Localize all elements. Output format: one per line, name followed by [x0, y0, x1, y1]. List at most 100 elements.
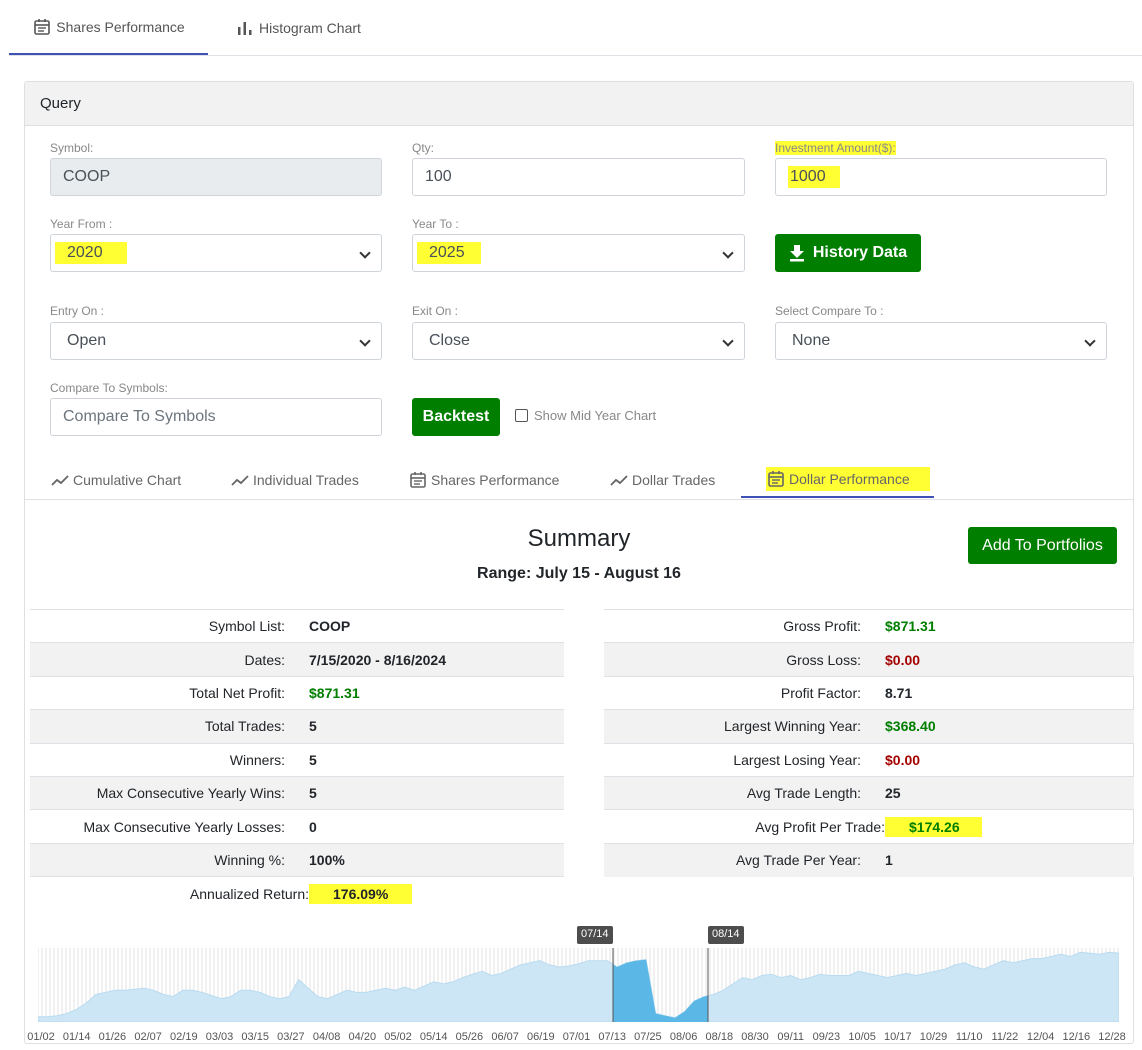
x-tick-label: 06/19 [527, 1031, 555, 1043]
stat-value: $0.00 [885, 651, 921, 668]
stat-value: 176.09% [309, 883, 413, 904]
stats-left: Symbol List: COOP Dates: 7/15/2020 - 8/16/2… [30, 609, 564, 911]
x-tick-label: 04/08 [312, 1031, 341, 1043]
exit-on-select[interactable]: Close [412, 322, 745, 360]
x-tick-label: 10/05 [848, 1031, 876, 1043]
tab-shares-performance[interactable]: Shares Performance [9, 0, 208, 55]
bar-chart-icon [238, 22, 252, 35]
investment-value: 1000 [788, 166, 840, 188]
year-to-value: 2025 [417, 242, 481, 264]
stat-value: 25 [885, 785, 901, 802]
tab-label: Dollar Trades [632, 472, 716, 488]
x-tick-label: 07/01 [562, 1031, 591, 1043]
tab-dollar-performance[interactable]: Dollar Performance [741, 462, 934, 498]
stat-row: Profit Factor: 8.71 [604, 677, 1134, 711]
symbol-input[interactable]: COOP [50, 158, 382, 196]
x-tick-label: 07/25 [634, 1031, 662, 1043]
summary-title: Summary [527, 525, 631, 552]
stat-label: Max Consecutive Yearly Losses: [83, 818, 285, 835]
x-tick-label: 05/02 [384, 1031, 412, 1043]
x-tick-label: 01/02 [27, 1031, 55, 1043]
calendar-icon [34, 18, 51, 35]
mid-year-chart-label: Show Mid Year Chart [534, 408, 657, 423]
exit-on-value: Close [429, 332, 470, 349]
x-tick-label: 01/26 [98, 1031, 127, 1043]
stat-value: COOP [309, 618, 351, 635]
qty-label: Qty: [412, 141, 435, 155]
tab-individual-trades[interactable]: Individual Trades [230, 462, 359, 498]
qty-value: 100 [425, 168, 452, 185]
x-tick-label: 05/26 [455, 1031, 484, 1043]
investment-input[interactable]: 1000 [775, 158, 1107, 196]
tab-dollar-trades[interactable]: Dollar Trades [609, 462, 715, 498]
stat-value: 5 [309, 718, 317, 735]
tab-label: Dollar Performance [789, 471, 910, 487]
investment-label-text: Investment Amount($): [775, 141, 896, 155]
stat-label: Largest Winning Year: [724, 718, 861, 735]
line-chart-icon [231, 475, 249, 486]
tab-shares-performance-sub[interactable]: Shares Performance [408, 462, 559, 498]
stat-label: Profit Factor: [780, 684, 861, 701]
x-tick-label: 08/30 [741, 1031, 769, 1043]
year-from-select[interactable]: 2020 [50, 234, 382, 272]
tab-label: Individual Trades [253, 472, 359, 488]
x-tick-label: 03/03 [205, 1031, 234, 1043]
stat-row: Largest Losing Year: $0.00 [604, 744, 1134, 777]
stat-label: Largest Losing Year: [733, 751, 861, 768]
stat-value: $871.31 [885, 618, 936, 635]
history-data-label: History Data [812, 244, 908, 261]
stat-value: 8.71 [885, 684, 913, 701]
summary-range: Range: July 15 - August 16 [477, 565, 681, 582]
compare-symbols-input[interactable]: Compare To Symbols [50, 398, 382, 436]
stat-row: Max Consecutive Yearly Wins: 5 [30, 776, 564, 811]
stat-value: $871.31 [309, 684, 360, 701]
history-area-chart[interactable] [38, 948, 1119, 1022]
stat-row: Avg Profit Per Trade: $174.26 [604, 810, 1134, 844]
symbol-label: Symbol: [50, 141, 94, 155]
x-tick-label: 12/16 [1062, 1031, 1091, 1043]
symbol-value: COOP [63, 168, 111, 185]
year-from-label: Year From : [50, 217, 113, 231]
x-tick-label: 03/27 [277, 1031, 305, 1043]
entry-on-value: Open [67, 332, 107, 349]
compare-symbols-placeholder: Compare To Symbols [63, 408, 216, 425]
tab-histogram-chart[interactable]: Histogram Chart [235, 0, 361, 56]
checkbox[interactable] [515, 409, 528, 422]
download-icon [789, 245, 804, 262]
stat-row: Total Trades: 5 [30, 710, 564, 744]
x-tick-label: 12/04 [1026, 1031, 1055, 1043]
add-to-portfolios-button[interactable]: Add To Portfolios [968, 527, 1117, 564]
tab-cumulative-chart[interactable]: Cumulative Chart [50, 462, 181, 498]
stats-right: Gross Profit: $871.31 Gross Loss: $0.00 Prof… [604, 609, 1134, 878]
tab-label: Shares Performance [431, 472, 560, 488]
line-chart-icon [610, 475, 628, 486]
entry-on-select[interactable]: Open [50, 322, 382, 360]
year-to-label: Year To : [412, 217, 459, 231]
stat-row: Winning %: 100% [30, 843, 564, 878]
stat-value: $368.40 [885, 718, 936, 735]
x-tick-label: 10/29 [919, 1031, 948, 1043]
x-tick-label: 02/19 [170, 1031, 198, 1043]
history-data-button[interactable]: History Data [775, 234, 921, 272]
stat-row: Avg Trade Per Year: 1 [604, 843, 1134, 878]
compare-to-value: None [792, 332, 831, 349]
stat-value: $174.26 [885, 816, 982, 837]
qty-input[interactable]: 100 [412, 158, 745, 196]
stat-value: 1 [885, 852, 893, 869]
x-tick-label: 01/14 [62, 1031, 91, 1043]
compare-to-select[interactable]: None [775, 322, 1107, 360]
investment-label: Investment Amount($): [775, 141, 896, 155]
entry-on-label: Entry On : [50, 304, 105, 318]
stat-label: Gross Profit: [783, 618, 861, 635]
x-tick-label: 09/11 [777, 1031, 805, 1043]
backtest-button[interactable]: Backtest [412, 398, 500, 436]
divider [25, 499, 1133, 500]
range-end-flag: 08/14 [708, 926, 744, 944]
series-area [38, 951, 1119, 1022]
year-to-select[interactable]: 2025 [412, 234, 745, 272]
add-to-portfolios-label: Add To Portfolios [982, 536, 1103, 554]
stat-label: Annualized Return: [189, 885, 309, 902]
tab-label: Cumulative Chart [73, 472, 182, 488]
year-from-value: 2020 [55, 242, 127, 264]
mid-year-chart-toggle[interactable]: Show Mid Year Chart [515, 408, 656, 423]
